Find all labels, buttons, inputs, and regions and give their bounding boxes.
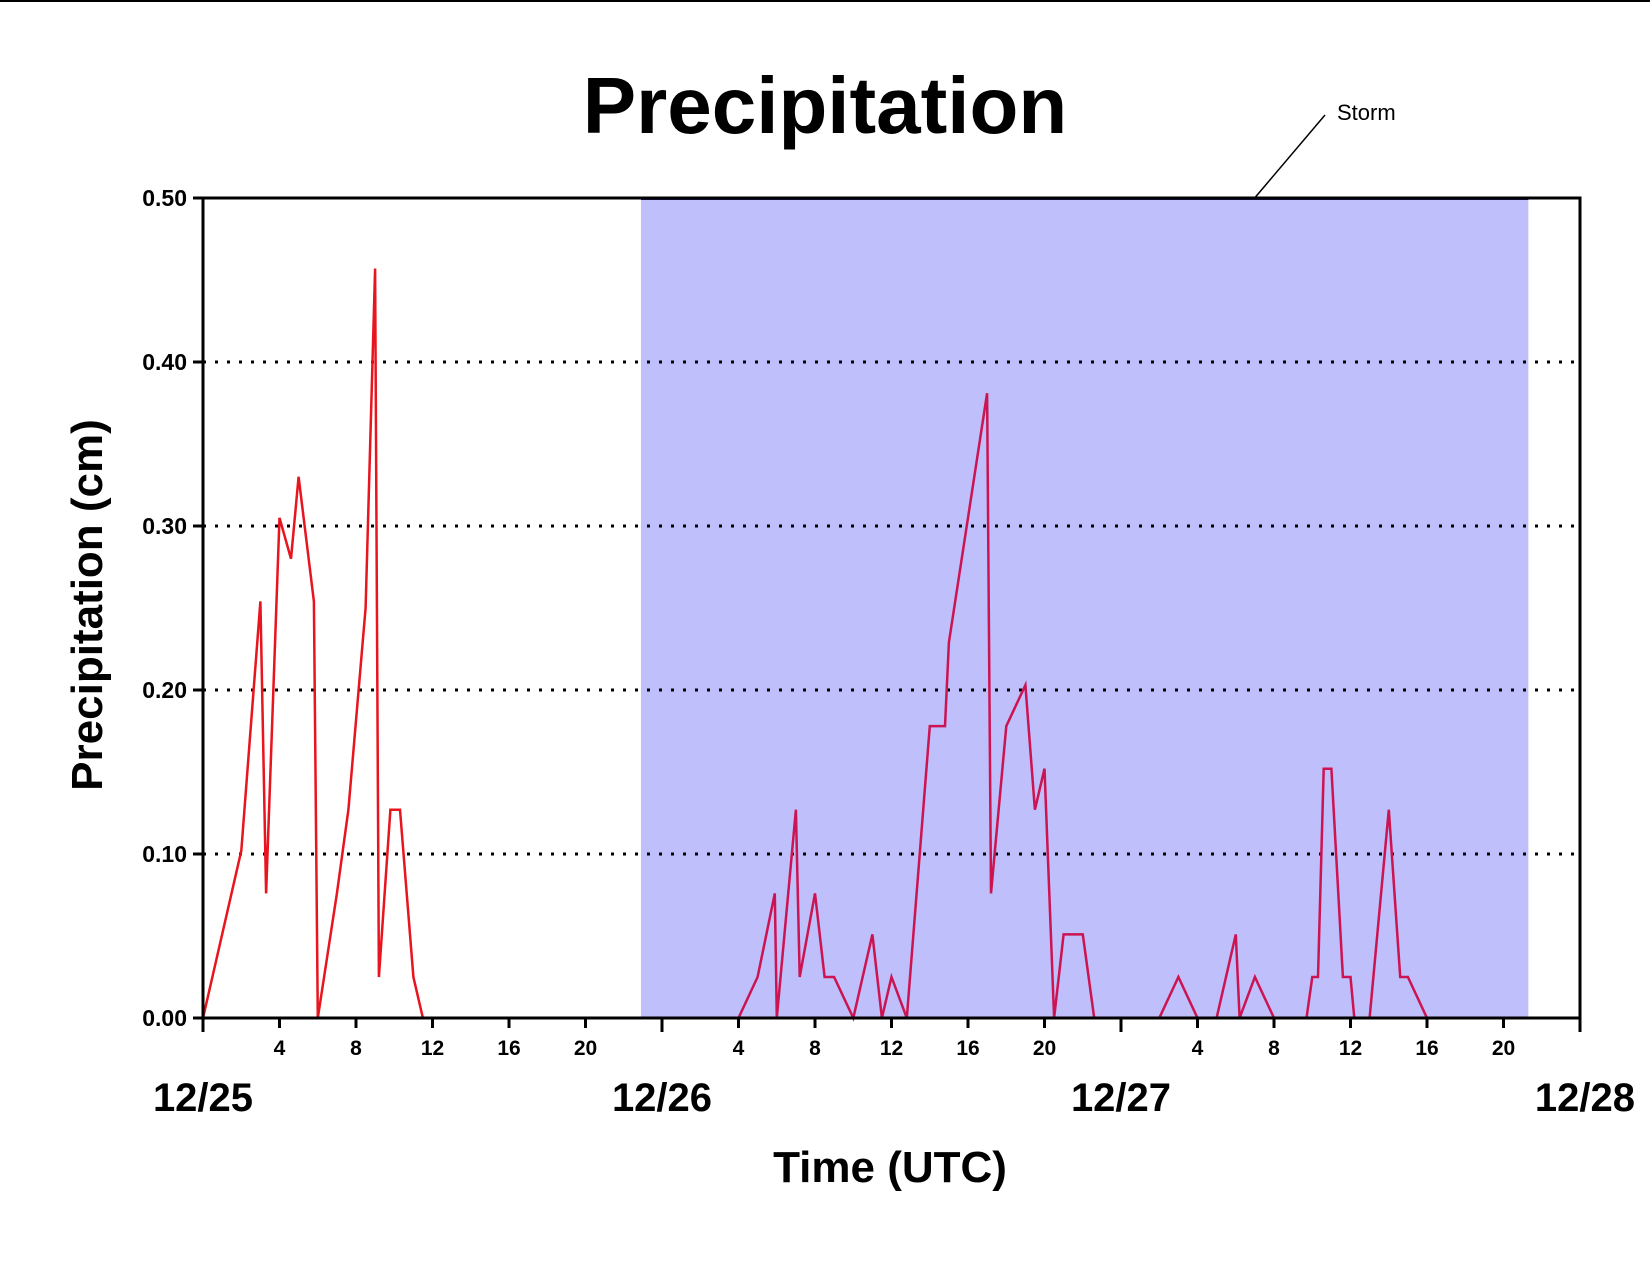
y-axis-title: Precipitation (cm) (63, 419, 112, 791)
date-label-2: 12/27 (1071, 1076, 1171, 1120)
top-border (0, 0, 1650, 2)
y-tick-label-3: 0.30 (142, 513, 187, 539)
x-tick-label-1: 8 (350, 1037, 362, 1060)
date-label-1: 12/26 (612, 1076, 712, 1120)
x-tick-label-6: 8 (809, 1037, 821, 1060)
x-tick-label-2: 12 (421, 1037, 444, 1060)
x-tick-label-7: 12 (880, 1037, 903, 1060)
x-tick-label-4: 20 (574, 1037, 597, 1060)
x-tick-label-12: 12 (1339, 1037, 1362, 1060)
series-line-0 (201, 268, 641, 1020)
y-tick-label-5: 0.50 (142, 185, 187, 211)
x-tick-label-8: 16 (956, 1037, 979, 1060)
x-tick-label-0: 4 (274, 1037, 286, 1060)
storm-annotation-label: Storm (1337, 100, 1396, 125)
x-tick-label-10: 4 (1192, 1037, 1204, 1060)
x-tick-label-9: 20 (1033, 1037, 1056, 1060)
date-label-3: 12/28 (1535, 1076, 1635, 1120)
y-tick-label-4: 0.40 (142, 349, 187, 375)
chart-title: Precipitation (583, 61, 1068, 150)
x-axis-title: Time (UTC) (773, 1143, 1007, 1192)
x-tick-label-14: 20 (1492, 1037, 1515, 1060)
storm-annotation-leader (1254, 114, 1326, 199)
grid-layer (203, 360, 1580, 856)
x-tick-label-13: 16 (1415, 1037, 1438, 1060)
y-tick-label-1: 0.10 (142, 841, 187, 867)
y-tick-label-2: 0.20 (142, 677, 187, 703)
date-label-0: 12/25 (153, 1076, 253, 1120)
x-tick-label-11: 8 (1268, 1037, 1280, 1060)
axis-layer: 0.00 0.10 0.20 0.30 0.40 0.50 4 8 12 16 20 4 8 12 16 20… (142, 185, 1635, 1120)
x-tick-label-3: 16 (497, 1037, 520, 1060)
x-tick-label-5: 4 (733, 1037, 745, 1060)
y-tick-label-0: 0.00 (142, 1005, 187, 1031)
